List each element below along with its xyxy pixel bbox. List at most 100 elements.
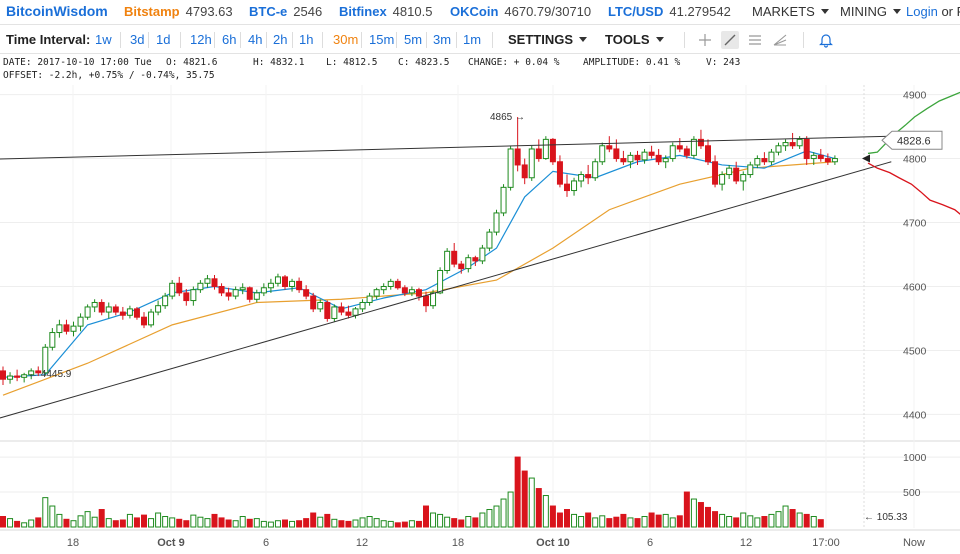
price-tick-label: 4900: [903, 90, 927, 102]
markets-menu[interactable]: MARKETS: [752, 4, 829, 19]
candle-body: [683, 148, 690, 156]
trendline: [0, 135, 892, 160]
chevron-down-icon: [655, 37, 664, 42]
interval-6h[interactable]: 6h: [222, 32, 237, 47]
candle-body: [324, 301, 331, 319]
info-low: L: 4812.5: [326, 57, 378, 68]
interval-1h[interactable]: 1h: [299, 32, 314, 47]
candle-body: [197, 282, 204, 291]
time-interval-label: Time Interval:: [6, 32, 91, 47]
volume-bar: [7, 518, 14, 528]
ticker-btce[interactable]: BTC-e 2546: [249, 4, 323, 19]
current-price-label: 4828.6: [897, 135, 931, 147]
volume-bar: [253, 518, 260, 528]
candle-body: [535, 148, 542, 160]
candle-body: [451, 250, 458, 265]
candle-body: [366, 295, 373, 303]
interval-2h[interactable]: 2h: [273, 32, 288, 47]
volume-bar: [465, 516, 472, 528]
horizontal-lines-icon[interactable]: [746, 31, 764, 49]
volume-bar: [42, 497, 49, 528]
volume-bar: [535, 488, 542, 528]
interval-1d[interactable]: 1d: [156, 32, 171, 47]
candle-body: [782, 142, 789, 147]
volume-bar: [141, 514, 147, 528]
interval-5m[interactable]: 5m: [404, 32, 423, 47]
candle-body: [465, 257, 472, 270]
volume-bar: [451, 518, 458, 528]
candle-body: [401, 287, 408, 294]
candle-body: [458, 263, 465, 270]
interval-4h[interactable]: 4h: [248, 32, 263, 47]
interval-30m[interactable]: 30m: [333, 32, 359, 47]
volume-bar: [761, 516, 768, 528]
interval-1w[interactable]: 1w: [95, 32, 112, 47]
ticker-bitfinex[interactable]: Bitfinex 4810.5: [339, 4, 433, 19]
volume-bar: [49, 505, 56, 528]
candle-body: [352, 308, 359, 316]
chevron-down-icon: [820, 9, 829, 14]
volume-bar: [521, 470, 528, 528]
volume-bar: [479, 512, 486, 528]
volume-bar: [606, 518, 613, 528]
candle-body: [437, 269, 444, 294]
candle-body: [571, 180, 578, 192]
candle-body: [380, 285, 387, 291]
candle-body: [423, 295, 429, 307]
interval-3m[interactable]: 3m: [433, 32, 452, 47]
volume-bar: [514, 456, 521, 528]
candle-body: [761, 158, 768, 163]
candle-body: [239, 287, 246, 291]
trendline: [0, 161, 892, 419]
bell-icon[interactable]: [817, 31, 835, 49]
volume-bar: [486, 509, 493, 528]
login-link[interactable]: Login or R: [906, 4, 960, 19]
volume-bar: [190, 514, 197, 528]
volume-bar: [423, 505, 429, 528]
volume-bar: [324, 513, 331, 528]
volume-bar: [542, 495, 549, 528]
volume-bar: [21, 522, 28, 528]
volume-bar: [726, 516, 733, 528]
volume-bar: [204, 518, 211, 528]
interval-3d[interactable]: 3d: [130, 32, 145, 47]
volume-bar: [683, 491, 690, 528]
interval-12h[interactable]: 12h: [190, 32, 212, 47]
interval-15m[interactable]: 15m: [369, 32, 395, 47]
ticker-ltcusd[interactable]: LTC/USD 41.279542: [608, 4, 731, 19]
tools-menu[interactable]: TOOLS: [605, 32, 664, 47]
candle-body: [620, 158, 627, 163]
candle-body: [246, 287, 253, 300]
candle-body: [63, 324, 70, 332]
low-annotation: ← 4445.9: [28, 369, 72, 380]
volume-bar: [246, 518, 253, 528]
last-price-marker: [862, 154, 870, 163]
volume-bar: [373, 518, 380, 528]
candle-body: [528, 148, 535, 179]
fan-tool-icon[interactable]: [771, 31, 789, 49]
candle-body: [697, 138, 704, 147]
candle-body: [796, 138, 803, 147]
candle-body: [310, 295, 317, 310]
volume-tick-label: 1000: [903, 452, 927, 464]
time-tick-label: 12: [356, 537, 368, 549]
interval-1m[interactable]: 1m: [463, 32, 482, 47]
line-tool-icon[interactable]: [721, 31, 739, 49]
time-tick-label: 6: [263, 537, 269, 549]
ticker-okcoin[interactable]: OKCoin 4670.79/30710: [450, 4, 592, 19]
mining-menu[interactable]: MINING: [840, 4, 901, 19]
candle-body: [77, 316, 84, 327]
brand-logo[interactable]: BitcoinWisdom: [6, 3, 108, 19]
time-tick-label: 17:00: [812, 537, 840, 549]
settings-menu[interactable]: SETTINGS: [508, 32, 588, 47]
time-tick-label: 6: [647, 537, 653, 549]
volume-bar: [310, 512, 317, 528]
volume-bar: [648, 512, 655, 528]
candle-body: [21, 374, 28, 378]
plus-icon[interactable]: [696, 31, 714, 49]
ticker-bitstamp[interactable]: Bitstamp 4793.63: [124, 4, 233, 19]
candle-body: [98, 301, 105, 313]
candle-body: [719, 174, 726, 185]
info-open: O: 4821.6: [166, 57, 218, 68]
